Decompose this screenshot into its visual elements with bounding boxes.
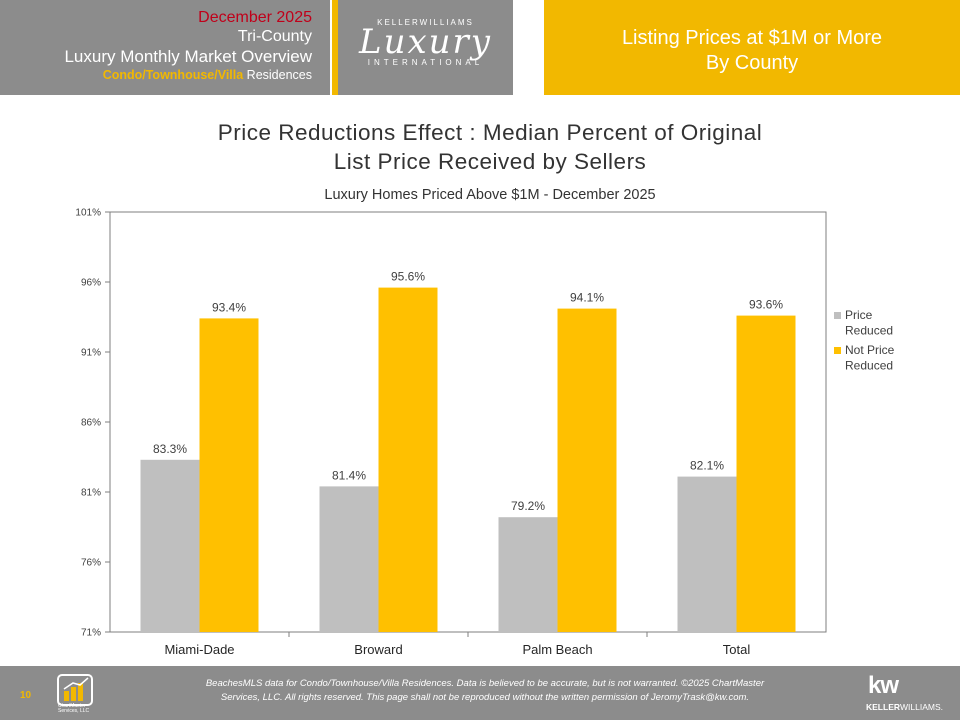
y-tick-label: 96% [81,278,101,289]
data-label: 93.6% [749,298,783,312]
header-right-title: Listing Prices at $1M or More By County [544,26,960,76]
x-tick-label: Total [723,642,751,657]
bar-not-price-reduced [378,287,438,632]
legend-label: Not Price [845,343,895,357]
footer-note-line2: Services, LLC. All rights reserved. This… [220,692,750,703]
header-left-panel: December 2025 Tri-County Luxury Monthly … [0,0,330,95]
legend-swatch [834,312,841,319]
bar-price-reduced [677,476,737,632]
chartmaster-logo-icon [57,674,93,706]
chartmaster-name: ChartMaster Services, LLC [58,704,89,714]
bar-chart: 71% 76% 81% 86% 91% 96% 101% 83.3% 93.4% Miami-Da… [75,208,895,658]
legend-swatch [834,347,841,354]
header-right-panel: Listing Prices at $1M or More By County [544,0,960,95]
report-date: December 2025 [198,9,312,26]
kw-wordmark: KELLERWILLIAMS. [866,702,943,712]
x-tick-label: Broward [354,642,402,657]
report-region: Tri-County [237,28,312,45]
data-label: 95.6% [391,270,425,284]
legend-label: Reduced [845,359,893,373]
bar-price-reduced [319,486,379,632]
kw-logo-mark: kw [868,672,899,699]
y-tick-label: 76% [81,558,101,569]
kw-word-rest: WILLIAMS. [900,702,943,712]
bar-not-price-reduced [557,308,617,632]
y-tick-label: 81% [81,488,101,499]
logo-main-text: Luxury [358,22,492,62]
data-label: 94.1% [570,291,604,305]
luxury-logo: KELLERWILLIAMS Luxury INTERNATIONAL [338,0,513,95]
x-tick-label: Miami-Dade [164,642,234,657]
header-text-block: December 2025 Tri-County Luxury Monthly … [64,8,312,83]
chartmaster-line1: ChartMaster [58,703,86,709]
data-label: 82.1% [690,459,724,473]
logo-top-text: KELLERWILLIAMS [377,18,474,27]
chart-title-line1: Price Reductions Effect : Median Percent… [217,120,763,145]
header-right-line2: By County [705,52,799,74]
y-tick-label: 71% [81,628,101,639]
bar-not-price-reduced [199,318,259,632]
page-number: 10 [20,690,32,701]
report-name: Luxury Monthly Market Overview [64,47,312,66]
footer: 10 ChartMaster Services, LLC BeachesMLS … [0,666,960,720]
x-tick-label: Palm Beach [522,642,592,657]
header-right-line1: Listing Prices at $1M or More [621,27,883,49]
footer-note-line1: BeachesMLS data for Condo/Townhouse/Vill… [205,678,765,689]
legend-label: Reduced [845,324,893,338]
y-tick-label: 101% [75,208,101,219]
chart-subtitle: Luxury Homes Priced Above $1M - December… [324,187,656,203]
chart-title: Price Reductions Effect : Median Percent… [100,118,880,176]
kw-word-bold: KELLER [866,702,900,712]
data-label: 81.4% [332,468,366,482]
y-tick-label: 91% [81,348,101,359]
data-label: 83.3% [153,442,187,456]
segment-highlight: Condo/Townhouse/Villa [102,68,244,82]
logo-bottom-text: INTERNATIONAL [367,58,484,67]
chartmaster-line2: Services, LLC [58,708,90,714]
bar-price-reduced [140,459,200,632]
y-tick-label: 86% [81,418,101,429]
segment-rest: Residences [243,68,312,82]
bar-not-price-reduced [736,315,796,632]
chart-title-line2: List Price Received by Sellers [333,149,647,174]
bar-price-reduced [498,517,558,632]
data-label: 79.2% [511,499,545,513]
footer-disclaimer: BeachesMLS data for Condo/Townhouse/Vill… [120,677,850,705]
legend-label: Price [845,308,873,322]
report-segment: Condo/Townhouse/Villa Residences [64,67,312,83]
header-divider [332,0,338,95]
data-label: 93.4% [212,300,246,314]
